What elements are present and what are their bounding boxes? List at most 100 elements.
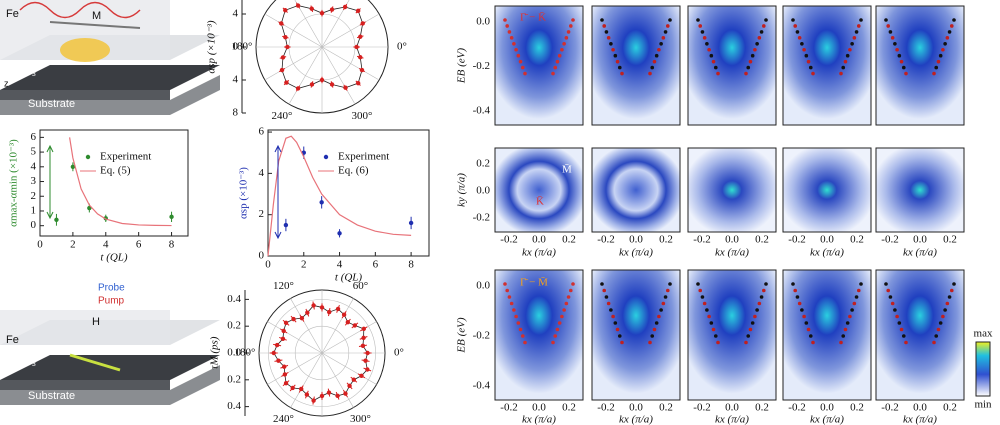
band-dot: [904, 71, 908, 76]
band-dot: [757, 301, 762, 306]
x-tick-label: 0.2: [562, 234, 576, 246]
band-dot: [941, 314, 945, 319]
band-dot: [841, 334, 846, 338]
x-tick-label: 0.2: [659, 402, 673, 414]
band-dot: [512, 308, 516, 312]
label: Probe: [98, 283, 125, 294]
r-tick-label: 4: [233, 74, 239, 86]
band-dot: [657, 47, 661, 52]
band-dot: [884, 282, 888, 286]
x-tick-label: -0.2: [693, 402, 710, 414]
arpes-image: [875, 269, 965, 401]
y-axis-label: αmax-αmin (×10⁻³): [8, 139, 20, 227]
band-dot: [938, 321, 943, 325]
band-dot: [899, 327, 904, 332]
arrow-head: [46, 144, 54, 220]
x-tick-label: -0.2: [597, 402, 614, 414]
point: [311, 303, 316, 308]
point: [365, 350, 370, 356]
point: [358, 34, 363, 39]
band-dot: [709, 53, 714, 58]
label: Bi₂Te₃: [6, 356, 36, 368]
point: [343, 391, 348, 396]
x-tick-label: 0.2: [850, 234, 864, 246]
band-dot: [702, 301, 707, 306]
point: [299, 315, 305, 321]
band-dot: [571, 282, 575, 286]
x-tick-label: 8: [408, 259, 414, 271]
y-axis-label: EB (eV): [456, 317, 468, 353]
y-tick-label: 0: [259, 250, 265, 262]
band-dot: [661, 36, 666, 40]
band-dot: [895, 47, 899, 52]
x-axis-label: kx (π/a): [619, 247, 653, 259]
y-tick-label: 6: [31, 131, 37, 143]
band-dot: [895, 314, 899, 319]
panel-label: Γ̄ − M̄: [520, 277, 548, 289]
band-dot: [850, 42, 854, 46]
band-dot: [795, 30, 800, 34]
band-dot: [617, 65, 622, 70]
legend-label: Experiment: [338, 151, 389, 163]
band-dot: [705, 42, 709, 46]
arpes-image: [687, 147, 777, 233]
spoke: [290, 352, 323, 408]
band-dot: [615, 59, 620, 64]
r-tick-label: 0.0: [227, 347, 241, 359]
band-dot: [854, 30, 859, 34]
grid-circle: [294, 325, 350, 381]
arpes-image: [875, 147, 965, 233]
y-tick-label: -0.2: [473, 60, 490, 72]
point: [359, 373, 364, 378]
band-dot: [901, 334, 906, 338]
band-dot: [856, 288, 861, 293]
x-tick-label: 0.2: [943, 234, 957, 246]
band-dot: [696, 282, 700, 286]
x-tick-label: 0.0: [629, 234, 643, 246]
point: [335, 393, 340, 399]
point: [291, 316, 296, 322]
point: [271, 350, 276, 356]
spoke: [321, 321, 377, 354]
x-tick-label: 0: [265, 259, 271, 271]
arpes-image: [782, 5, 872, 126]
band-dot: [560, 47, 564, 52]
band-dot: [503, 282, 507, 286]
wave: [19, 1, 141, 19]
band-dot: [744, 71, 748, 76]
band-dot: [753, 314, 757, 319]
point: [282, 372, 288, 377]
band-dot: [514, 47, 518, 52]
x-tick-label: 0.0: [820, 402, 834, 414]
bi-face: [0, 380, 170, 390]
m-arrow: [49, 21, 141, 29]
label: Pump: [98, 296, 125, 307]
band-dot: [555, 59, 560, 64]
point: [341, 312, 347, 317]
point: [355, 80, 361, 86]
x-tick-label: 0.0: [820, 234, 834, 246]
point: [280, 336, 286, 341]
band-dot: [797, 301, 802, 306]
band-dot: [746, 65, 751, 70]
band-dot: [702, 36, 707, 40]
plot-frame: [267, 129, 430, 257]
band-dot: [761, 288, 766, 293]
schematic-bottom: Probe Pump Fe H Bi₂Te₃ Substrate: [0, 283, 220, 405]
band-dot: [602, 288, 607, 293]
bi-layer: [0, 65, 220, 90]
band-dot: [663, 30, 668, 34]
point: [290, 385, 295, 391]
y-tick-label: 0.0: [476, 16, 490, 28]
band-dot: [888, 295, 893, 299]
band-dot: [755, 42, 759, 46]
schematic-top: Fe M Bi₂Te₃ Substrate z: [0, 0, 220, 115]
band-dot: [650, 334, 655, 338]
r-tick-label: 0: [233, 41, 239, 53]
spoke: [321, 298, 354, 354]
band-dot: [600, 282, 604, 286]
band-dot: [507, 30, 512, 34]
x-tick-label: 0.2: [850, 402, 864, 414]
band-dot: [791, 282, 795, 286]
arpes-image: [875, 5, 965, 126]
